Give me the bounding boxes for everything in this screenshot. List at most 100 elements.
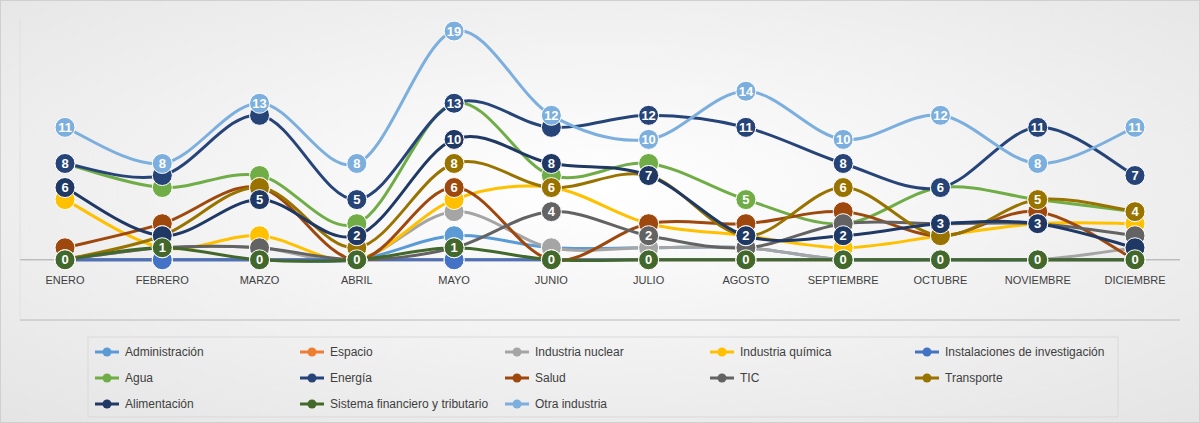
point-marker xyxy=(347,250,367,270)
point-marker xyxy=(55,250,75,270)
data-label: 6 xyxy=(840,180,847,195)
legend-marker xyxy=(308,348,317,357)
data-label: 8 xyxy=(61,156,68,171)
point-marker xyxy=(347,250,367,270)
data-label: 5 xyxy=(256,192,263,207)
point-marker xyxy=(55,250,75,270)
point-marker xyxy=(250,250,270,270)
legend-marker xyxy=(103,400,112,409)
x-tick-label: DICIEMBRE xyxy=(1104,274,1165,286)
legend-marker xyxy=(103,374,112,383)
point-marker xyxy=(736,250,756,270)
point-marker xyxy=(541,202,561,222)
x-tick-label: MARZO xyxy=(240,274,280,286)
data-label: 8 xyxy=(450,156,457,171)
point-marker xyxy=(444,21,464,41)
data-label: 2 xyxy=(840,228,847,243)
legend-label: Energía xyxy=(330,371,372,385)
series-line xyxy=(65,101,1135,200)
data-label: 0 xyxy=(645,252,652,267)
point-marker xyxy=(833,226,853,246)
point-marker xyxy=(347,153,367,173)
point-marker xyxy=(444,93,464,113)
data-label: 10 xyxy=(447,132,461,147)
point-marker xyxy=(930,178,950,198)
data-label: 5 xyxy=(1034,192,1041,207)
data-label: 8 xyxy=(353,156,360,171)
point-marker xyxy=(444,178,464,198)
point-marker xyxy=(833,250,853,270)
point-marker xyxy=(736,226,756,246)
point-marker xyxy=(541,250,561,270)
point-marker xyxy=(930,105,950,125)
data-label: 7 xyxy=(1131,168,1138,183)
point-marker xyxy=(833,250,853,270)
point-marker xyxy=(833,153,853,173)
point-marker xyxy=(347,250,367,270)
data-label: 0 xyxy=(548,252,555,267)
point-marker xyxy=(1028,250,1048,270)
point-marker xyxy=(55,250,75,270)
x-tick-label: AGOSTO xyxy=(722,274,769,286)
x-tick-label: FEBRERO xyxy=(136,274,190,286)
data-label: 1 xyxy=(450,240,457,255)
data-label: 11 xyxy=(1128,120,1142,135)
legend-label: Alimentación xyxy=(125,397,194,411)
series-line xyxy=(65,248,1135,262)
point-marker xyxy=(444,238,464,258)
data-label: 7 xyxy=(645,168,652,183)
point-marker xyxy=(55,153,75,173)
legend-label: Salud xyxy=(535,371,566,385)
point-marker xyxy=(250,93,270,113)
point-marker xyxy=(833,250,853,270)
data-label: 8 xyxy=(548,156,555,171)
data-label: 1 xyxy=(159,240,166,255)
point-marker xyxy=(55,250,75,270)
legend-label: Otra industria xyxy=(535,397,607,411)
point-marker xyxy=(639,250,659,270)
point-marker xyxy=(833,129,853,149)
data-label: 12 xyxy=(544,108,558,123)
data-label: 0 xyxy=(61,252,68,267)
data-label: 8 xyxy=(840,156,847,171)
data-label: 2 xyxy=(742,228,749,243)
point-marker xyxy=(1028,214,1048,234)
x-tick-label: ABRIL xyxy=(341,274,373,286)
data-label: 12 xyxy=(641,108,655,123)
data-label: 5 xyxy=(742,192,749,207)
data-label: 8 xyxy=(1034,156,1041,171)
legend-marker xyxy=(103,348,112,357)
data-label: 5 xyxy=(353,192,360,207)
point-marker xyxy=(1125,117,1145,137)
point-marker xyxy=(930,250,950,270)
point-marker xyxy=(736,250,756,270)
point-marker xyxy=(541,250,561,270)
legend-label: Instalaciones de investigación xyxy=(945,345,1104,359)
point-marker xyxy=(1028,250,1048,270)
point-marker xyxy=(833,250,853,270)
legend-label: Industria nuclear xyxy=(535,345,624,359)
point-marker xyxy=(250,250,270,270)
data-label: 4 xyxy=(548,204,556,219)
point-marker xyxy=(833,178,853,198)
point-marker xyxy=(347,250,367,270)
point-marker xyxy=(1125,202,1145,222)
x-tick-label: OCTUBRE xyxy=(914,274,968,286)
data-label: 0 xyxy=(742,252,749,267)
point-marker xyxy=(541,178,561,198)
legend: AdministraciónEspacioIndustria nuclearIn… xyxy=(88,337,1118,417)
data-label: 2 xyxy=(645,228,652,243)
point-marker xyxy=(541,105,561,125)
point-marker xyxy=(152,238,172,258)
legend-marker xyxy=(718,374,727,383)
data-group xyxy=(55,21,1145,270)
data-label: 4 xyxy=(1131,204,1139,219)
data-label: 11 xyxy=(1031,120,1045,135)
point-marker xyxy=(1125,250,1145,270)
legend-label: Industria química xyxy=(740,345,832,359)
point-marker xyxy=(152,238,172,258)
legend-marker xyxy=(923,374,932,383)
point-marker xyxy=(930,178,950,198)
point-marker xyxy=(1028,250,1048,270)
data-label: 0 xyxy=(353,252,360,267)
